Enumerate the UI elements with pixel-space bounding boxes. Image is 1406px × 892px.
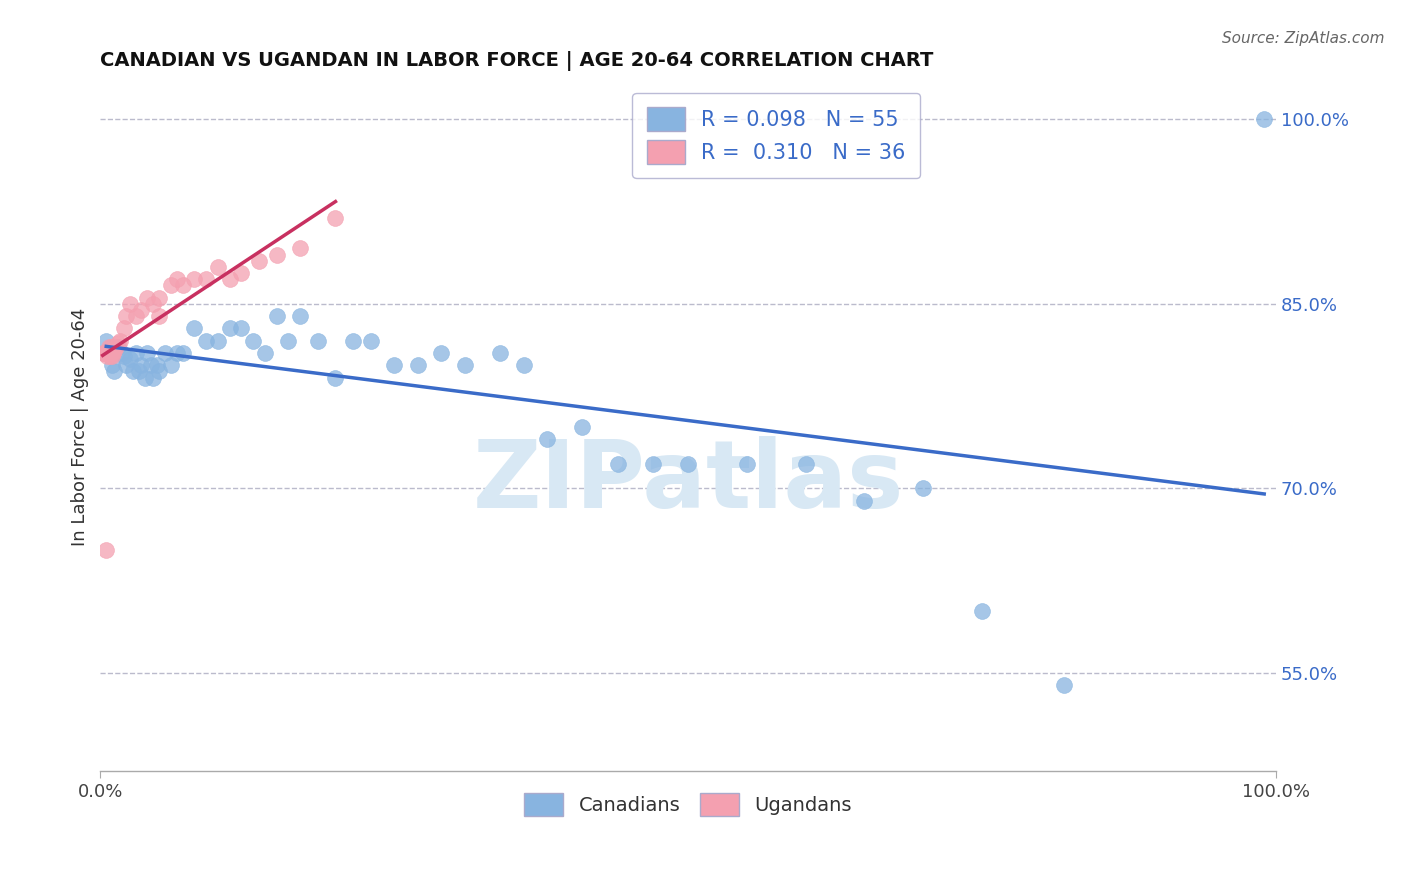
Point [112, 349, 135, 363]
Point [166, 346, 188, 360]
Point [231, 266, 253, 280]
Point [142, 297, 165, 311]
Point [277, 334, 299, 348]
Point [166, 272, 188, 286]
Point [454, 359, 477, 373]
Point [266, 309, 288, 323]
Point [122, 364, 145, 378]
Point [912, 482, 935, 496]
Point [153, 346, 176, 360]
Point [1253, 112, 1275, 127]
Point [290, 242, 312, 256]
Point [231, 321, 253, 335]
Point [124, 309, 146, 323]
Point [641, 457, 664, 471]
Point [142, 370, 165, 384]
Point [325, 211, 347, 225]
Point [247, 253, 270, 268]
Point [110, 346, 132, 360]
Point [160, 278, 183, 293]
Point [124, 346, 146, 360]
Point [536, 432, 558, 446]
Point [172, 278, 194, 293]
Point [195, 334, 218, 348]
Point [218, 321, 240, 335]
Point [91, 346, 114, 360]
Point [96, 346, 118, 360]
Point [207, 260, 229, 274]
Point [160, 359, 183, 373]
Text: CANADIAN VS UGANDAN IN LABOR FORCE | AGE 20-64 CORRELATION CHART: CANADIAN VS UGANDAN IN LABOR FORCE | AGE… [100, 51, 934, 70]
Point [430, 346, 453, 360]
Point [512, 359, 534, 373]
Point [94, 346, 117, 360]
Point [104, 340, 127, 354]
Point [93, 346, 115, 360]
Point [735, 457, 758, 471]
Point [128, 364, 150, 378]
Point [172, 346, 194, 360]
Point [101, 359, 124, 373]
Point [146, 359, 169, 373]
Point [183, 321, 205, 335]
Point [489, 346, 512, 360]
Point [342, 334, 364, 348]
Point [139, 359, 162, 373]
Point [136, 346, 159, 360]
Text: ZIPatlas: ZIPatlas [472, 436, 904, 528]
Point [253, 346, 276, 360]
Point [676, 457, 699, 471]
Point [97, 340, 120, 354]
Point [571, 420, 593, 434]
Point [1053, 678, 1076, 692]
Point [195, 272, 218, 286]
Point [134, 370, 156, 384]
Point [131, 303, 153, 318]
Point [382, 359, 405, 373]
Point [118, 297, 141, 311]
Point [360, 334, 382, 348]
Point [112, 321, 135, 335]
Point [148, 309, 170, 323]
Point [98, 349, 121, 363]
Y-axis label: In Labor Force | Age 20-64: In Labor Force | Age 20-64 [72, 308, 89, 546]
Point [107, 336, 129, 351]
Point [207, 334, 229, 348]
Point [606, 457, 628, 471]
Point [131, 359, 153, 373]
Point [98, 346, 121, 360]
Point [101, 349, 124, 363]
Point [970, 604, 993, 618]
Point [406, 359, 429, 373]
Point [103, 343, 125, 358]
Point [118, 352, 141, 367]
Point [103, 364, 125, 378]
Legend: Canadians, Ugandans: Canadians, Ugandans [516, 786, 859, 823]
Point [148, 291, 170, 305]
Point [115, 359, 138, 373]
Point [96, 334, 118, 348]
Point [110, 334, 132, 348]
Point [290, 309, 312, 323]
Point [183, 272, 205, 286]
Point [136, 291, 159, 305]
Point [853, 493, 876, 508]
Text: Source: ZipAtlas.com: Source: ZipAtlas.com [1222, 31, 1385, 46]
Point [107, 340, 129, 354]
Point [218, 272, 240, 286]
Point [794, 457, 817, 471]
Point [307, 334, 329, 348]
Point [96, 542, 118, 557]
Point [242, 334, 264, 348]
Point [100, 340, 122, 354]
Point [115, 309, 138, 323]
Point [266, 247, 288, 261]
Point [325, 370, 347, 384]
Point [148, 364, 170, 378]
Point [96, 349, 118, 363]
Point [103, 346, 125, 360]
